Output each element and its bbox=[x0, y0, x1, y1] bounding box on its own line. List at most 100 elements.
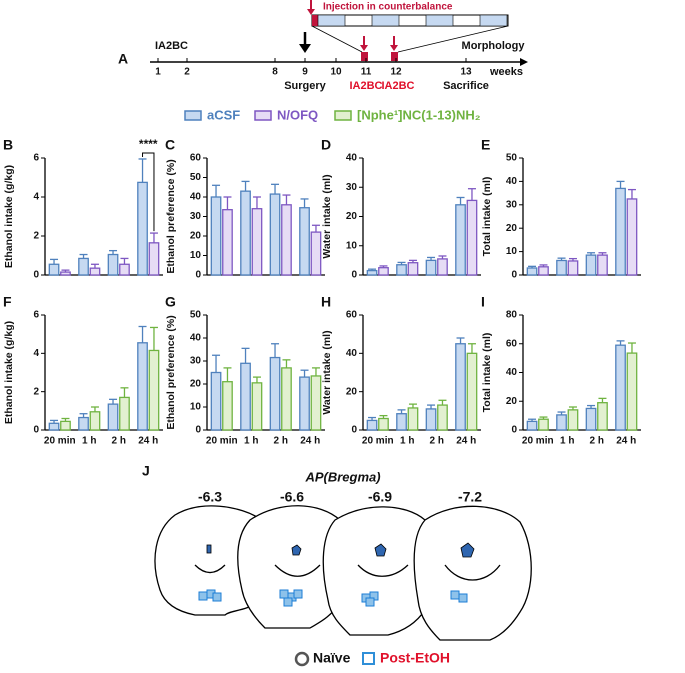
bar bbox=[299, 376, 310, 431]
start-label: IA2BC bbox=[155, 40, 188, 52]
bar bbox=[407, 262, 419, 276]
section-level: -6.3 bbox=[198, 489, 222, 505]
x-tick-label: 20 min bbox=[522, 436, 554, 447]
y-axis-label: Water intake (ml) bbox=[321, 174, 333, 258]
site bbox=[365, 597, 375, 607]
y-tick-label: 4 bbox=[33, 348, 39, 359]
timeline-tick-label: 2 bbox=[184, 67, 190, 78]
bar bbox=[597, 254, 608, 276]
bar bbox=[78, 257, 89, 276]
bar bbox=[119, 396, 130, 431]
sacrifice-label: Sacrifice bbox=[443, 80, 489, 92]
schedule-cell bbox=[479, 14, 508, 27]
sections-title: AP(Bregma) bbox=[304, 469, 380, 484]
y-tick-label: 0 bbox=[511, 425, 517, 436]
y-tick-label: 30 bbox=[190, 211, 202, 222]
y-tick-label: 20 bbox=[506, 396, 518, 407]
arrowhead bbox=[299, 44, 311, 53]
legend-label: N/OFQ bbox=[277, 107, 318, 122]
x-tick-label: 1 h bbox=[400, 436, 414, 447]
bar bbox=[310, 231, 322, 276]
test-marker bbox=[391, 52, 398, 61]
x-tick-label: 1 h bbox=[82, 436, 96, 447]
bar bbox=[310, 375, 322, 431]
post-etoh-symbol bbox=[362, 652, 375, 665]
bar bbox=[60, 271, 71, 276]
bar bbox=[60, 420, 71, 431]
ventricle bbox=[444, 564, 501, 581]
bar bbox=[251, 382, 263, 431]
brain-section bbox=[237, 505, 353, 629]
bar bbox=[89, 411, 101, 431]
y-axis-label: Ethanol preference (%) bbox=[165, 315, 177, 429]
bar bbox=[210, 196, 222, 276]
panel-letter: E bbox=[481, 137, 490, 153]
y-tick-label: 40 bbox=[506, 367, 518, 378]
bar bbox=[299, 207, 310, 276]
schedule-cell bbox=[371, 14, 400, 27]
y-tick-label: 2 bbox=[33, 386, 39, 397]
test-markers: IA2BC IA2BC bbox=[349, 36, 415, 92]
bar bbox=[455, 204, 466, 276]
schedule-cell bbox=[425, 14, 454, 27]
y-axis-label: Water intake (ml) bbox=[321, 330, 333, 414]
ventricle bbox=[194, 564, 226, 574]
y-tick-label: 20 bbox=[506, 223, 518, 234]
timeline-tick-label: 1 bbox=[155, 67, 161, 78]
test-label: IA2BC bbox=[349, 80, 382, 92]
y-tick-label: 0 bbox=[511, 270, 517, 281]
chart: G Ethanol preference (%) 0 10 20 30 40 50 20 min… bbox=[165, 294, 325, 447]
site bbox=[198, 591, 208, 601]
bar bbox=[626, 352, 638, 431]
section-level: -6.6 bbox=[280, 489, 304, 505]
bar bbox=[615, 344, 626, 431]
y-tick-label: 10 bbox=[506, 246, 518, 257]
aqueduct bbox=[291, 544, 302, 556]
y-tick-label: 60 bbox=[190, 153, 202, 164]
bar bbox=[466, 352, 478, 431]
bar bbox=[240, 190, 251, 276]
site bbox=[450, 590, 460, 600]
bar bbox=[597, 402, 608, 431]
timeline-tick-label: 11 bbox=[361, 67, 372, 78]
bar bbox=[466, 199, 478, 276]
aqueduct bbox=[374, 543, 387, 557]
y-tick-label: 40 bbox=[346, 153, 358, 164]
x-tick-label: 2 h bbox=[430, 436, 444, 447]
x-tick-label: 1 h bbox=[560, 436, 574, 447]
bar bbox=[269, 193, 281, 276]
bar bbox=[437, 258, 448, 276]
y-tick-label: 30 bbox=[346, 182, 358, 193]
y-tick-label: 20 bbox=[346, 211, 358, 222]
y-axis-label: Total intake (ml) bbox=[481, 333, 493, 413]
surgery-label: Surgery bbox=[284, 80, 326, 92]
bar bbox=[425, 259, 437, 276]
y-tick-label: 50 bbox=[506, 153, 518, 164]
section-level: -7.2 bbox=[458, 489, 482, 505]
y-tick-label: 50 bbox=[190, 172, 202, 183]
bar bbox=[89, 267, 101, 276]
bar bbox=[626, 198, 638, 276]
x-tick-label: 2 h bbox=[590, 436, 604, 447]
y-tick-label: 40 bbox=[190, 192, 202, 203]
chart: H Water intake (ml) 0 20 40 60 20 min 1 h 2 h 24 … bbox=[321, 294, 481, 447]
y-tick-label: 0 bbox=[33, 425, 39, 436]
y-tick-label: 60 bbox=[506, 338, 518, 349]
y-tick-label: 0 bbox=[351, 425, 357, 436]
x-tick-label: 1 h bbox=[244, 436, 258, 447]
ventricle bbox=[357, 564, 409, 577]
bar bbox=[567, 260, 579, 276]
bar bbox=[538, 266, 549, 276]
arrowhead bbox=[520, 58, 528, 66]
chart: C Ethanol preference (%) 0 10 20 30 40 50 60 bbox=[165, 137, 325, 281]
injection-schedule: Injection in counterbalance bbox=[307, 0, 509, 53]
bar bbox=[526, 420, 538, 431]
bar bbox=[222, 381, 233, 431]
y-tick-label: 20 bbox=[190, 231, 202, 242]
y-tick-label: 0 bbox=[351, 270, 357, 281]
legend-swatch bbox=[334, 110, 352, 121]
bar bbox=[137, 181, 148, 276]
bar bbox=[396, 413, 407, 431]
bar bbox=[526, 267, 538, 276]
y-tick-label: 0 bbox=[195, 425, 201, 436]
